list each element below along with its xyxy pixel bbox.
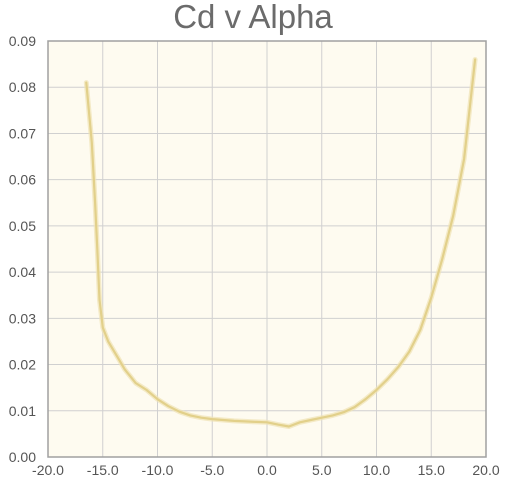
x-tick-label: 10.0 bbox=[363, 462, 390, 478]
x-tick-label: -10.0 bbox=[142, 462, 174, 478]
x-tick-label: 20.0 bbox=[472, 462, 499, 478]
y-tick-label: 0.05 bbox=[9, 218, 36, 234]
y-tick-label: 0.09 bbox=[9, 33, 36, 49]
y-tick-label: 0.04 bbox=[9, 264, 36, 280]
series-lines bbox=[83, 57, 478, 429]
series-line bbox=[85, 58, 477, 428]
plot-frame bbox=[47, 40, 487, 458]
x-tick-label: 5.0 bbox=[312, 462, 332, 478]
y-tick-label: 0.00 bbox=[9, 449, 36, 465]
y-tick-label: 0.08 bbox=[9, 79, 36, 95]
chart-title: Cd v Alpha bbox=[173, 0, 333, 35]
x-tick-label: -20.0 bbox=[32, 462, 64, 478]
y-tick-label: 0.02 bbox=[9, 357, 36, 373]
y-tick-label: 0.03 bbox=[9, 310, 36, 326]
y-axis-ticks: 0.00 0.01 0.02 0.03 0.04 0.05 0.06 0.07 0.08 0.09 bbox=[9, 33, 36, 465]
y-tick-label: 0.01 bbox=[9, 403, 36, 419]
x-tick-label: -15.0 bbox=[87, 462, 119, 478]
x-tick-label: -5.0 bbox=[200, 462, 224, 478]
x-tick-label: 0.0 bbox=[257, 462, 277, 478]
x-tick-label: 15.0 bbox=[418, 462, 445, 478]
y-tick-label: 0.06 bbox=[9, 172, 36, 188]
y-tick-label: 0.07 bbox=[9, 125, 36, 141]
x-axis-ticks: -20.0 -15.0 -10.0 -5.0 0.0 5.0 10.0 15.0 20.0 bbox=[32, 462, 500, 478]
